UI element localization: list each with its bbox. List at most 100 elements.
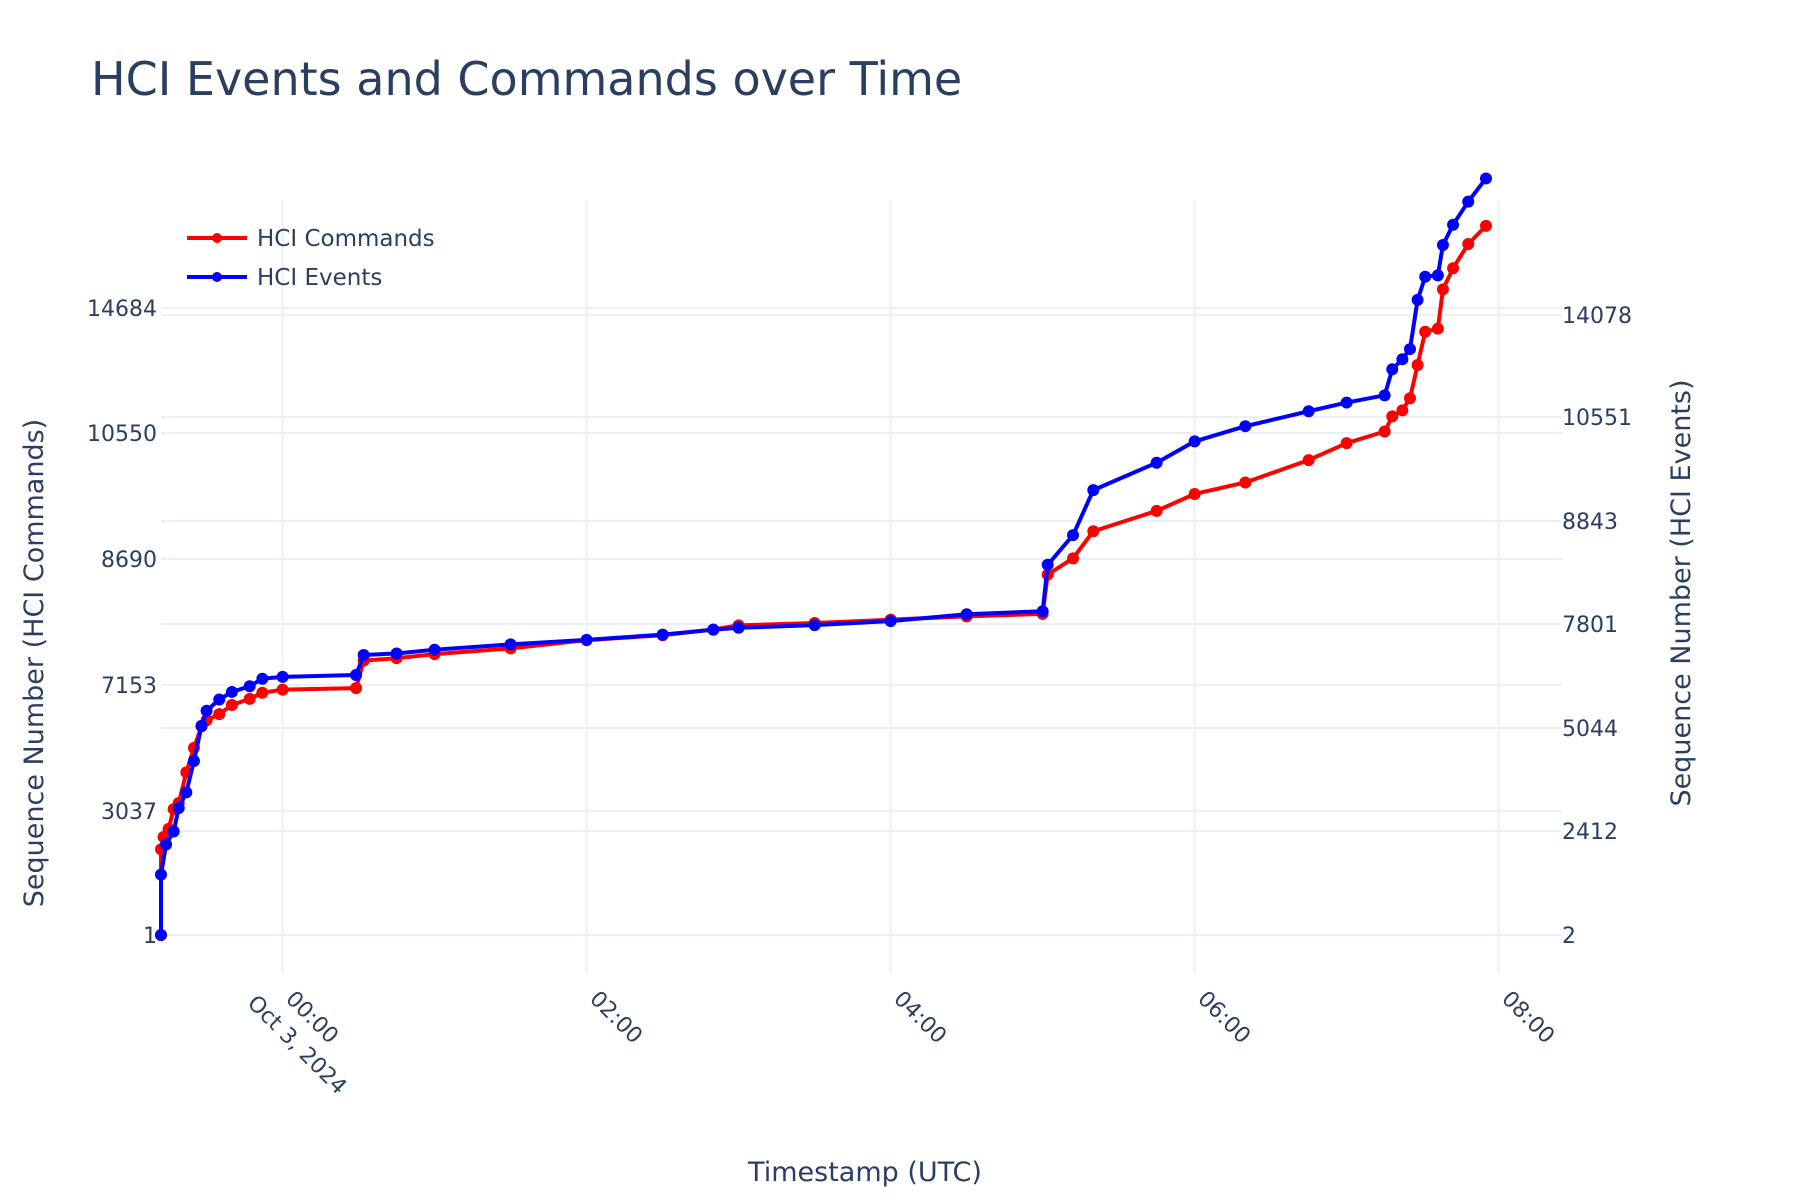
data-point-hci-commands[interactable] [1419,325,1432,338]
data-point-hci-commands[interactable] [350,682,363,695]
legend-item-hci-events[interactable]: HCI Events [187,265,382,291]
data-point-hci-commands[interactable] [1462,238,1475,251]
data-point-hci-commands[interactable] [1188,487,1201,500]
data-point-hci-events[interactable] [1396,353,1409,366]
data-point-hci-events[interactable] [167,825,180,838]
data-point-hci-events[interactable] [580,633,593,646]
data-point-hci-events[interactable] [1239,420,1252,433]
data-point-hci-events[interactable] [160,838,173,851]
data-point-hci-events[interactable] [656,628,669,641]
x-tick-label: 04:00 [888,987,951,1050]
y-right-tick-label: 2 [1562,924,1576,949]
legend-marker-hci-events [212,272,222,282]
series-line-hci-commands [159,224,1488,935]
data-point-hci-events[interactable] [200,704,213,717]
data-point-hci-events[interactable] [276,670,289,683]
data-point-hci-events[interactable] [172,801,185,814]
data-point-hci-events[interactable] [1419,270,1432,283]
y-left-tick-label: 10550 [87,422,157,447]
data-point-hci-commands[interactable] [225,698,238,711]
data-point-hci-commands[interactable] [1447,262,1460,275]
data-point-hci-events[interactable] [180,786,193,799]
data-point-hci-events[interactable] [1378,389,1391,402]
data-point-hci-events[interactable] [357,648,370,661]
data-point-hci-events[interactable] [1041,558,1054,571]
series-layer [155,172,1492,941]
y-right-tick-label: 10551 [1562,406,1632,431]
data-point-hci-events[interactable] [225,685,238,698]
data-point-hci-events[interactable] [884,615,897,628]
data-point-hci-commands[interactable] [1150,504,1163,517]
chart-title: HCI Events and Commands over Time [91,52,963,106]
data-point-hci-commands[interactable] [1396,404,1409,417]
legend[interactable]: HCI Commands HCI Events [187,226,435,291]
data-point-hci-events[interactable] [960,608,973,621]
x-tick-text: 02:00 [584,987,647,1050]
y-left-tick-label: 3037 [101,800,157,825]
y-left-tick-label: 7153 [101,674,157,699]
data-point-hci-commands[interactable] [1302,454,1315,467]
data-point-hci-events[interactable] [1431,269,1444,282]
data-point-hci-commands[interactable] [1239,476,1252,489]
data-point-hci-events[interactable] [1411,293,1424,306]
data-point-hci-events[interactable] [1188,435,1201,448]
x-tick-text: 04:00 [888,987,951,1050]
data-point-hci-events[interactable] [1067,529,1080,542]
data-point-hci-events[interactable] [195,719,208,732]
data-point-hci-commands[interactable] [1087,525,1100,538]
data-point-hci-commands[interactable] [1386,410,1399,423]
data-point-hci-commands[interactable] [1411,358,1424,371]
data-point-hci-events[interactable] [732,621,745,634]
series-hci-events[interactable] [155,172,1492,941]
data-point-hci-events[interactable] [256,672,269,685]
data-point-hci-events[interactable] [1436,238,1449,251]
series-line-hci-events [159,177,1488,935]
y-left-tick-label: 8690 [101,548,157,573]
data-point-hci-commands[interactable] [1067,552,1080,565]
y-right-tick-label: 14078 [1562,304,1632,329]
data-point-hci-commands[interactable] [1403,392,1416,405]
data-point-hci-events[interactable] [1386,363,1399,376]
data-point-hci-events[interactable] [428,643,441,656]
data-point-hci-events[interactable] [1036,605,1049,618]
data-point-hci-commands[interactable] [1479,219,1492,232]
data-point-hci-commands[interactable] [1431,322,1444,335]
data-point-hci-events[interactable] [1462,195,1475,208]
y-left-axis-ticks: 1 3037 7153 8690 10550 14684 [87,297,157,949]
x-tick-label: 06:00 [1192,987,1255,1050]
series-hci-commands[interactable] [155,219,1492,941]
data-point-hci-events[interactable] [1087,484,1100,497]
data-point-hci-commands[interactable] [243,692,256,705]
legend-label-hci-events: HCI Events [257,265,382,291]
y-right-tick-label: 8843 [1562,510,1618,535]
data-point-hci-events[interactable] [808,619,821,632]
data-point-hci-events[interactable] [390,647,403,660]
data-point-hci-events[interactable] [1302,405,1315,418]
legend-item-hci-commands[interactable]: HCI Commands [187,226,435,252]
data-point-hci-events[interactable] [213,693,226,706]
data-point-hci-events[interactable] [155,868,167,881]
data-point-hci-events[interactable] [1479,172,1492,185]
y-right-tick-label: 5044 [1562,717,1618,742]
data-point-hci-events[interactable] [1150,456,1163,469]
data-point-hci-events[interactable] [707,623,720,636]
y-right-axis-title: Sequence Number (HCI Events) [1666,380,1697,807]
data-point-hci-events[interactable] [187,755,200,768]
data-point-hci-events[interactable] [155,929,167,941]
data-point-hci-events[interactable] [1340,396,1353,409]
data-point-hci-events[interactable] [350,668,363,681]
y-left-tick-label: 1 [143,924,157,949]
data-point-hci-events[interactable] [1403,343,1416,356]
data-point-hci-commands[interactable] [276,683,289,696]
data-point-hci-commands[interactable] [1340,437,1353,450]
data-point-hci-events[interactable] [243,680,256,693]
data-point-hci-events[interactable] [1447,218,1460,231]
data-point-hci-commands[interactable] [1436,283,1449,296]
data-point-hci-commands[interactable] [1378,425,1391,438]
data-point-hci-commands[interactable] [213,708,226,721]
data-point-hci-events[interactable] [504,638,517,651]
data-point-hci-commands[interactable] [256,686,269,699]
y-right-tick-label: 7801 [1562,613,1618,638]
